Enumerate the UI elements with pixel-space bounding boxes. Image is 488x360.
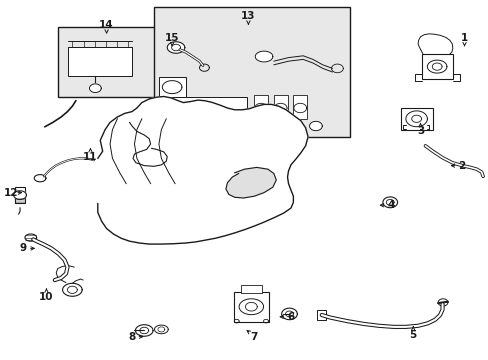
Polygon shape <box>154 325 168 334</box>
Text: 4: 4 <box>386 200 394 210</box>
Polygon shape <box>382 197 397 208</box>
Text: 3: 3 <box>416 126 423 136</box>
Text: 6: 6 <box>287 312 294 322</box>
Polygon shape <box>255 51 272 62</box>
Bar <box>254 95 267 119</box>
Polygon shape <box>281 308 297 320</box>
Bar <box>400 108 432 130</box>
Text: 12: 12 <box>3 188 18 198</box>
Bar <box>233 292 268 322</box>
Polygon shape <box>98 96 307 244</box>
Text: 13: 13 <box>241 11 255 21</box>
Polygon shape <box>167 42 184 53</box>
Text: 5: 5 <box>409 330 416 340</box>
Bar <box>316 310 325 320</box>
Text: 8: 8 <box>128 332 135 342</box>
Text: 15: 15 <box>164 33 179 43</box>
Polygon shape <box>237 174 268 194</box>
Bar <box>58 27 155 97</box>
Polygon shape <box>309 121 322 131</box>
Polygon shape <box>244 178 262 189</box>
Bar <box>273 95 287 119</box>
Polygon shape <box>25 234 37 241</box>
Text: 2: 2 <box>458 161 465 171</box>
Polygon shape <box>14 191 26 199</box>
Polygon shape <box>62 283 82 296</box>
Polygon shape <box>231 118 247 130</box>
Text: 7: 7 <box>250 332 258 342</box>
Text: 11: 11 <box>83 152 98 162</box>
Polygon shape <box>225 167 276 198</box>
Bar <box>68 47 132 76</box>
Bar <box>163 97 246 130</box>
Polygon shape <box>34 175 46 182</box>
Polygon shape <box>89 84 101 93</box>
Polygon shape <box>187 125 199 134</box>
Text: 10: 10 <box>39 292 54 302</box>
Text: 1: 1 <box>460 33 467 43</box>
Polygon shape <box>162 81 182 94</box>
Bar <box>15 187 25 203</box>
Text: 14: 14 <box>99 20 114 30</box>
Bar <box>159 77 185 97</box>
Bar <box>154 7 349 137</box>
Polygon shape <box>135 325 153 336</box>
Bar <box>240 285 262 293</box>
Bar <box>421 54 452 79</box>
Text: 9: 9 <box>20 243 27 253</box>
Bar <box>293 95 306 119</box>
